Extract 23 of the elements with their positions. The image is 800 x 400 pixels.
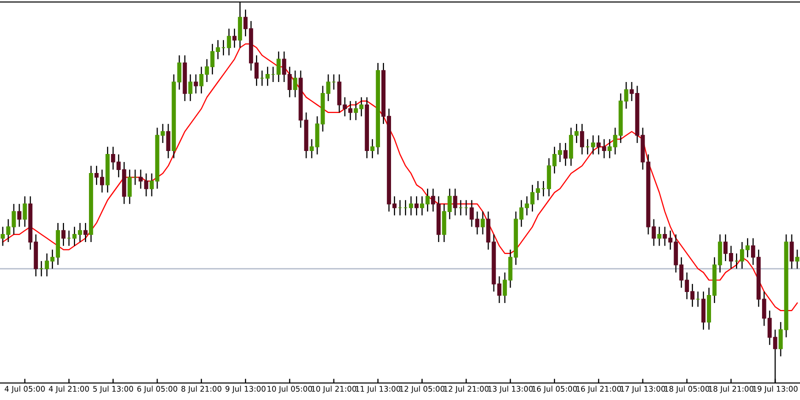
candlestick <box>591 134 596 155</box>
candlestick <box>580 123 584 155</box>
candlestick <box>480 210 485 235</box>
candlestick <box>83 222 88 243</box>
candlestick <box>232 28 237 48</box>
candlestick <box>22 196 27 228</box>
candlestick <box>563 142 568 166</box>
candlestick <box>790 234 794 270</box>
candlestick <box>414 196 419 216</box>
candlestick <box>701 291 706 330</box>
candlestick <box>453 188 458 216</box>
candlestick <box>61 222 66 246</box>
candlestick <box>266 66 270 86</box>
candlestick <box>657 226 662 246</box>
candlestick <box>194 74 198 94</box>
candlestick <box>408 196 414 216</box>
candlestick <box>293 70 298 98</box>
candlestick <box>128 169 132 204</box>
candlestick <box>17 203 22 228</box>
candlestick <box>226 28 232 56</box>
candlestick <box>188 74 192 102</box>
candlestick <box>166 123 170 159</box>
candlestick <box>795 249 800 270</box>
